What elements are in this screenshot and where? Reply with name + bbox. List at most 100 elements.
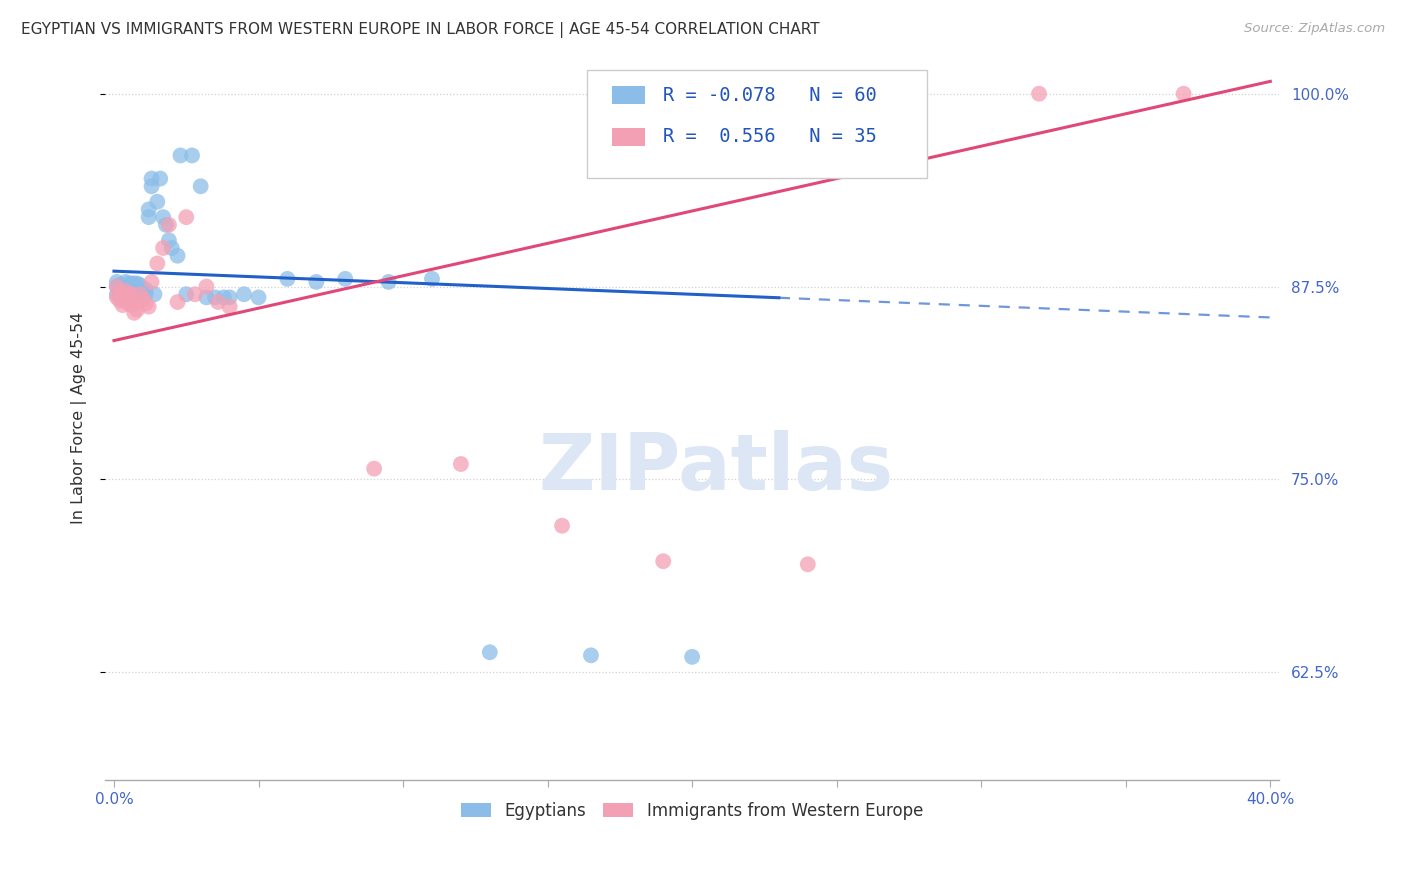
Point [212,290,235,304]
Point [117,283,139,297]
Point [120,287,142,301]
Point [335,272,357,286]
Point [155,218,177,232]
Point [195,290,218,304]
Point [132,287,155,301]
Point [135,296,157,310]
Point [143,287,166,301]
Point [120,287,142,301]
Point [111,279,134,293]
Point [138,300,160,314]
Point [114,284,136,298]
Point [190,179,212,194]
Point [218,290,240,304]
Point [276,272,298,286]
Point [122,306,145,320]
Point [129,287,152,301]
Point [138,202,160,217]
Point [138,210,160,224]
Point [122,287,145,301]
Point [157,218,180,232]
Point [117,287,139,301]
Point [247,290,270,304]
Point [146,256,169,270]
Point [108,293,131,308]
Point [1173,87,1195,101]
Point [114,293,136,308]
Point [174,287,197,301]
Point [105,290,128,304]
Point [120,277,142,291]
Point [122,283,145,297]
Point [420,272,443,286]
Point [111,298,134,312]
Point [152,241,174,255]
FancyBboxPatch shape [613,128,645,145]
Point [129,278,152,293]
Point [120,283,142,297]
Point [551,518,574,533]
Point [129,287,152,301]
Point [108,278,131,293]
Point [114,281,136,295]
Point [141,275,163,289]
Point [377,275,399,289]
Point [127,283,149,297]
Point [117,296,139,310]
Point [363,461,385,475]
Point [117,287,139,301]
Point [108,283,131,297]
Point [305,275,328,289]
Point [135,287,157,301]
Text: ZIPatlas: ZIPatlas [538,431,893,507]
Point [114,275,136,289]
Text: Source: ZipAtlas.com: Source: ZipAtlas.com [1244,22,1385,36]
Point [105,287,128,301]
Point [132,292,155,306]
Point [195,279,218,293]
FancyBboxPatch shape [586,70,927,178]
Point [652,554,675,568]
Point [146,194,169,209]
Point [1028,87,1050,101]
Point [149,171,172,186]
Point [127,287,149,301]
Point [207,295,229,310]
Point [174,210,197,224]
Point [160,241,183,255]
Point [181,148,204,162]
Point [120,298,142,312]
Point [579,648,602,663]
Point [218,300,240,314]
Point [117,277,139,291]
Point [184,287,207,301]
Point [114,287,136,301]
Point [450,457,472,471]
Point [111,287,134,301]
Point [233,287,256,301]
Point [169,148,191,162]
Point [105,279,128,293]
Point [152,210,174,224]
Point [108,287,131,301]
Point [111,284,134,298]
Point [132,283,155,297]
Point [127,277,149,291]
Point [681,649,703,664]
Point [122,277,145,291]
Point [141,171,163,186]
Text: R = -0.078   N = 60: R = -0.078 N = 60 [662,86,876,105]
Point [111,289,134,303]
Point [166,249,188,263]
Point [105,279,128,293]
Point [478,645,501,659]
FancyBboxPatch shape [613,87,645,104]
Point [108,284,131,298]
Y-axis label: In Labor Force | Age 45-54: In Labor Force | Age 45-54 [72,311,87,524]
Point [135,283,157,297]
Text: EGYPTIAN VS IMMIGRANTS FROM WESTERN EUROPE IN LABOR FORCE | AGE 45-54 CORRELATIO: EGYPTIAN VS IMMIGRANTS FROM WESTERN EURO… [21,22,820,38]
Point [157,233,180,247]
Point [204,290,226,304]
Point [105,275,128,289]
Text: R =  0.556   N = 35: R = 0.556 N = 35 [662,128,876,146]
